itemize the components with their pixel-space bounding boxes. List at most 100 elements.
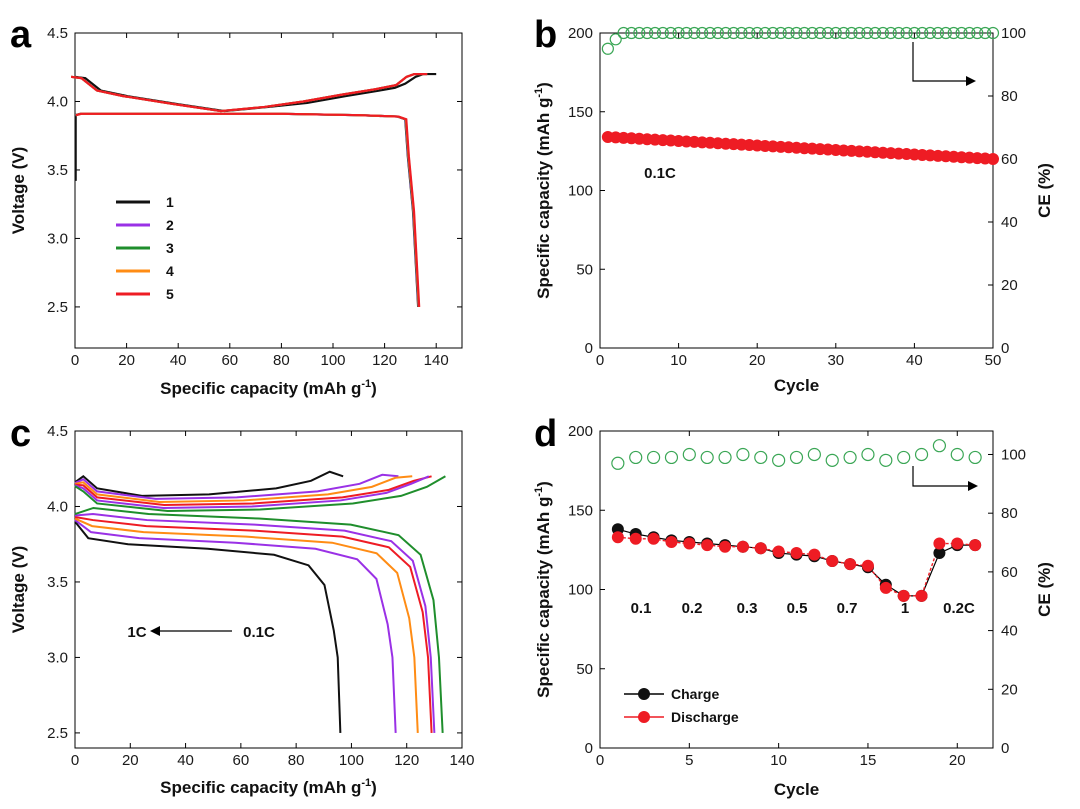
rate-annotation-left-c: 1C — [127, 624, 146, 641]
ce-point-d-11 — [789, 450, 804, 465]
capacity-point-b-50 — [987, 153, 999, 165]
charge-curve-c-3 — [74, 475, 432, 506]
y2-tick-label-b-4: 80 — [1001, 88, 1018, 105]
y2-tick-label-d-5: 100 — [1001, 446, 1026, 463]
ce-point-b-28 — [813, 26, 827, 40]
y-tick-label-b-0: 0 — [585, 340, 593, 357]
y-axis-label-d: Specific capacity (mAh g-1) — [533, 481, 553, 698]
legend-label-discharge-d: Discharge — [671, 709, 739, 725]
x-tick-label-a-1: 20 — [118, 352, 135, 369]
legend-label-a-4: 4 — [166, 263, 174, 279]
y-tick-label-b-3: 150 — [568, 104, 593, 121]
y2-tick-label-d-0: 0 — [1001, 740, 1009, 757]
x-tick-label-c-2: 40 — [177, 752, 194, 769]
panel-label-b: b — [534, 14, 557, 56]
discharge-curve-c-0 — [74, 520, 342, 733]
discharge-point-d-18 — [915, 589, 928, 602]
y2-tick-label-d-4: 80 — [1001, 505, 1018, 522]
legend-label-a-3: 3 — [166, 240, 174, 256]
ce-point-b-10 — [672, 26, 685, 40]
plot-frame-d — [599, 430, 994, 749]
ce-point-d-18 — [914, 447, 929, 462]
ce-point-b-27 — [806, 26, 819, 40]
ce-point-b-42 — [924, 26, 937, 40]
discharge-point-d-14 — [844, 558, 857, 571]
discharge-curve-c-2 — [74, 517, 419, 733]
discharge-point-d-4 — [665, 535, 678, 548]
chart-b: 0 10 20 30 40 50050100150200020406080100Cycle… — [533, 25, 1054, 395]
ce-point-b-26 — [798, 26, 811, 40]
ce-point-b-38 — [892, 26, 905, 40]
ce-point-b-47 — [963, 26, 976, 40]
x-tick-label-a-6: 120 — [372, 352, 397, 369]
legend-label-a-2: 2 — [166, 217, 174, 233]
discharge-point-d-7 — [719, 540, 732, 553]
discharge-curve-a-4 — [75, 112, 421, 307]
legend-label-a-1: 1 — [166, 194, 174, 210]
ce-point-b-4 — [625, 26, 638, 40]
ce-point-b-50 — [986, 26, 1000, 40]
y-tick-label-d-0: 0 — [585, 740, 593, 757]
ce-axis-arrow-d — [912, 466, 968, 487]
y2-tick-label-b-3: 60 — [1001, 151, 1018, 168]
y-tick-label-c-1: 3.0 — [47, 649, 68, 666]
y-tick-label-d-3: 150 — [568, 502, 593, 519]
ce-point-d-10 — [772, 453, 786, 467]
legend-label-charge-d: Charge — [671, 686, 719, 702]
ce-point-b-16 — [719, 26, 732, 40]
discharge-point-d-3 — [647, 532, 660, 545]
y2-tick-label-d-2: 40 — [1001, 623, 1018, 640]
x-tick-label-b-1: 10 — [670, 352, 687, 369]
rate-label-d-6: 0.2C — [943, 600, 975, 617]
ce-point-b-30 — [829, 26, 842, 40]
ce-point-b-46 — [955, 26, 968, 40]
x-tick-label-c-4: 80 — [288, 752, 305, 769]
legend-marker-discharge-d — [638, 711, 650, 723]
y2-axis-label-d: CE (%) — [1035, 562, 1054, 617]
ce-point-b-29 — [821, 26, 835, 40]
ce-point-b-13 — [696, 26, 709, 40]
discharge-curve-a-2 — [74, 112, 420, 307]
ce-point-d-17 — [897, 450, 911, 465]
ce-point-b-34 — [861, 26, 874, 40]
ce-axis-arrow-b — [912, 42, 966, 82]
x-tick-label-d-4: 20 — [949, 752, 966, 769]
ce-point-d-5 — [682, 447, 696, 462]
y-tick-label-d-4: 200 — [568, 423, 593, 440]
ce-point-b-40 — [908, 26, 921, 40]
ce-point-d-12 — [807, 447, 821, 462]
ce-point-b-49 — [979, 26, 992, 40]
plot-frame-a — [74, 32, 463, 349]
x-tick-label-d-2: 10 — [770, 752, 787, 769]
y-tick-label-a-4: 4.5 — [47, 25, 68, 42]
chart-c: 0 20 40 60 80 100 120 140 2.5 3.0 3.5 4.0 4.5 Specifi… — [9, 423, 475, 797]
rate-label-d-4: 0.7 — [837, 600, 858, 617]
ce-point-d-15 — [861, 447, 875, 462]
x-tick-label-b-4: 40 — [906, 352, 923, 369]
x-tick-label-a-4: 80 — [273, 352, 290, 369]
y-tick-label-c-2: 3.5 — [47, 574, 68, 591]
rate-label-d-3: 0.5 — [787, 600, 808, 617]
ce-point-b-12 — [688, 26, 701, 40]
plot-frame-c — [74, 430, 463, 749]
charge-point-d-19 — [933, 547, 946, 560]
ce-point-d-20 — [950, 447, 964, 462]
ce-point-d-19 — [932, 439, 947, 453]
panel-label-d: d — [534, 413, 557, 455]
ce-point-d-1 — [611, 456, 625, 470]
ce-point-b-37 — [884, 26, 897, 40]
discharge-point-d-20 — [951, 537, 964, 550]
discharge-curve-a-3 — [75, 112, 420, 307]
x-tick-label-c-0: 0 — [71, 752, 79, 769]
rate-arrowhead-c — [150, 626, 160, 636]
ce-point-d-6 — [700, 450, 714, 465]
charge-curve-c-2 — [74, 475, 413, 503]
charge-curve-c-0 — [74, 470, 344, 497]
ce-point-d-2 — [629, 450, 643, 465]
panel-label-c: c — [10, 413, 31, 455]
ce-point-d-9 — [754, 450, 768, 465]
x-tick-label-d-1: 5 — [685, 752, 693, 769]
y2-tick-label-d-3: 60 — [1001, 564, 1018, 581]
y2-tick-label-b-0: 0 — [1001, 340, 1009, 357]
x-tick-label-c-5: 100 — [339, 752, 364, 769]
